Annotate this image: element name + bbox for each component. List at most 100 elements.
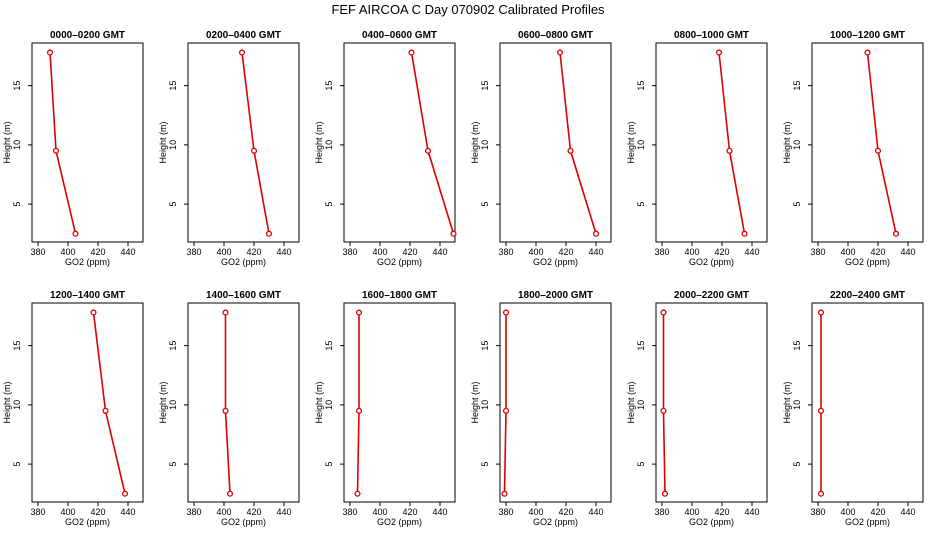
x-tick-label: 400 xyxy=(840,507,855,517)
y-tick-label: 10 xyxy=(324,140,334,150)
y-tick-label: 5 xyxy=(480,462,490,467)
x-tick-label: 440 xyxy=(120,507,135,517)
x-tick-label: 380 xyxy=(654,247,669,257)
x-tick-label: 420 xyxy=(246,247,261,257)
x-tick-label: 400 xyxy=(528,507,543,517)
data-point xyxy=(46,49,54,56)
profile-line xyxy=(866,52,897,234)
panel-6: 1000–1200 GMT 380 400 420 440 GO2 (ppm) 5 10 15 H… xyxy=(782,30,924,267)
plot-frame xyxy=(655,302,768,503)
y-tick-label: 5 xyxy=(792,202,802,207)
y-tick-label: 5 xyxy=(636,462,646,467)
y-tick-label: 10 xyxy=(480,400,490,410)
x-tick-label: 420 xyxy=(402,507,417,517)
y-tick-label: 15 xyxy=(324,341,334,351)
y-tick-label: 10 xyxy=(480,140,490,150)
profile-line xyxy=(503,312,507,494)
x-tick-label: 400 xyxy=(60,247,75,257)
plot-frame xyxy=(499,42,612,243)
panel-title: 0600–0800 GMT xyxy=(518,30,593,41)
x-tick-label: 440 xyxy=(120,247,135,257)
panel-4: 0600–0800 GMT 380 400 420 440 GO2 (ppm) 5 10 15 H… xyxy=(470,30,612,267)
data-point xyxy=(424,147,432,154)
x-tick-label: 440 xyxy=(588,247,603,257)
x-tick-label: 440 xyxy=(276,507,291,517)
x-tick-label: 380 xyxy=(30,507,45,517)
data-point xyxy=(864,49,871,56)
profile-line xyxy=(559,52,597,234)
panel-3: 0400–0600 GMT 380 400 420 440 GO2 (ppm) 5 10 15 H… xyxy=(314,30,457,267)
profile-line xyxy=(718,52,746,234)
x-tick-label: 400 xyxy=(840,247,855,257)
y-tick-label: 10 xyxy=(792,400,802,410)
plot-frame xyxy=(499,302,612,503)
y-tick-label: 10 xyxy=(636,140,646,150)
x-tick-label: 400 xyxy=(528,247,543,257)
data-point xyxy=(90,309,97,316)
y-tick-label: 5 xyxy=(12,462,22,467)
profile-line xyxy=(662,312,666,494)
data-point xyxy=(355,309,363,316)
panel-1: 0000–0200 GMT 380 400 420 440 GO2 (ppm) 5 10 15 H… xyxy=(2,30,144,267)
x-tick-label: 380 xyxy=(810,507,825,517)
panel-title: 1800–2000 GMT xyxy=(518,290,593,301)
panel-title: 1200–1400 GMT xyxy=(50,290,125,301)
panel-12: 2200–2400 GMT 380 400 420 440 GO2 (ppm) 5 10 15 H… xyxy=(782,290,924,527)
x-axis-label: GO2 (ppm) xyxy=(845,517,890,527)
x-axis-label: GO2 (ppm) xyxy=(845,257,890,267)
data-point xyxy=(817,407,825,414)
x-tick-label: 440 xyxy=(588,507,603,517)
data-point xyxy=(556,49,564,56)
data-point xyxy=(592,230,600,237)
data-point xyxy=(501,490,508,497)
y-axis-label: Height (m) xyxy=(626,121,636,163)
x-tick-label: 400 xyxy=(684,247,699,257)
data-point xyxy=(52,147,60,154)
y-tick-label: 5 xyxy=(324,462,334,467)
y-tick-label: 10 xyxy=(324,400,334,410)
x-tick-label: 380 xyxy=(186,507,201,517)
x-tick-label: 380 xyxy=(810,247,825,257)
panel-8: 1400–1600 GMT 380 400 420 440 GO2 (ppm) 5 10 15 H… xyxy=(158,290,300,527)
panel-title: 0000–0200 GMT xyxy=(50,30,125,41)
data-point xyxy=(222,309,229,316)
y-tick-label: 15 xyxy=(636,81,646,91)
x-tick-label: 420 xyxy=(246,507,261,517)
plot-frame xyxy=(187,302,300,503)
panel-2: 0200–0400 GMT 380 400 420 440 GO2 (ppm) 5 10 15 H… xyxy=(158,30,300,267)
y-tick-label: 15 xyxy=(792,81,802,91)
x-tick-label: 380 xyxy=(654,507,669,517)
data-point xyxy=(874,147,882,154)
data-point xyxy=(502,407,510,414)
y-tick-label: 15 xyxy=(636,341,646,351)
panel-title: 1600–1800 GMT xyxy=(362,290,437,301)
data-point xyxy=(408,49,415,56)
data-point xyxy=(660,309,667,316)
plot-frame xyxy=(811,42,924,243)
data-point xyxy=(222,407,229,414)
y-axis-label: Height (m) xyxy=(158,121,168,163)
x-tick-label: 420 xyxy=(558,507,573,517)
y-axis-label: Height (m) xyxy=(782,121,792,163)
x-tick-label: 380 xyxy=(30,247,45,257)
y-tick-label: 5 xyxy=(792,462,802,467)
data-point xyxy=(226,490,234,497)
x-axis-label: GO2 (ppm) xyxy=(221,257,266,267)
x-tick-label: 420 xyxy=(714,507,729,517)
y-axis-label: Height (m) xyxy=(314,121,324,163)
x-axis-label: GO2 (ppm) xyxy=(65,517,110,527)
y-axis-label: Height (m) xyxy=(470,381,480,423)
y-tick-label: 10 xyxy=(12,140,22,150)
y-tick-label: 15 xyxy=(480,341,490,351)
data-point xyxy=(660,407,667,414)
x-tick-label: 440 xyxy=(744,507,759,517)
y-tick-label: 10 xyxy=(792,140,802,150)
x-tick-label: 420 xyxy=(870,507,885,517)
x-axis-label: GO2 (ppm) xyxy=(689,257,734,267)
x-axis-label: GO2 (ppm) xyxy=(377,257,422,267)
y-tick-label: 15 xyxy=(324,81,334,91)
profile-line xyxy=(224,312,231,494)
y-axis-label: Height (m) xyxy=(2,381,12,423)
profile-line xyxy=(241,52,270,234)
y-axis-label: Height (m) xyxy=(314,381,324,423)
